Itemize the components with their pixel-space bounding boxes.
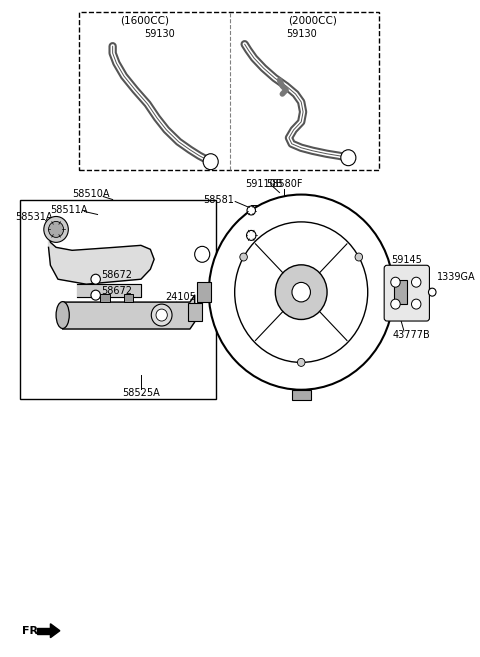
Circle shape: [156, 309, 168, 321]
Circle shape: [276, 265, 327, 319]
Text: 58672: 58672: [101, 286, 132, 296]
Text: 43777B: 43777B: [393, 330, 431, 340]
Circle shape: [44, 216, 68, 242]
Text: 59110B: 59110B: [245, 179, 282, 189]
Polygon shape: [63, 295, 195, 329]
Text: 59145: 59145: [391, 256, 422, 265]
Bar: [197, 283, 211, 302]
Text: 59130: 59130: [144, 30, 175, 39]
Text: 1339GA: 1339GA: [437, 272, 476, 283]
Text: 59130: 59130: [286, 30, 317, 39]
Circle shape: [391, 299, 400, 309]
Circle shape: [411, 299, 421, 309]
Text: 24105: 24105: [165, 292, 196, 302]
Circle shape: [209, 194, 394, 390]
Circle shape: [298, 359, 305, 367]
Text: 1710AB: 1710AB: [260, 221, 298, 231]
Text: A: A: [199, 250, 205, 259]
Text: 58525A: 58525A: [122, 388, 160, 397]
Circle shape: [391, 277, 400, 287]
Text: 58531A: 58531A: [16, 212, 53, 223]
Circle shape: [247, 231, 256, 240]
Circle shape: [195, 246, 210, 262]
Text: 1362ND: 1362ND: [256, 210, 296, 219]
Bar: [124, 294, 133, 302]
Circle shape: [411, 277, 421, 287]
Circle shape: [151, 304, 172, 326]
Text: 58580F: 58580F: [266, 179, 302, 189]
Circle shape: [341, 150, 356, 166]
Text: A: A: [208, 157, 214, 166]
Bar: [100, 294, 110, 302]
Circle shape: [91, 290, 100, 300]
Circle shape: [91, 274, 100, 284]
Text: 58510A: 58510A: [72, 189, 110, 198]
FancyBboxPatch shape: [384, 265, 430, 321]
Polygon shape: [48, 233, 154, 284]
Polygon shape: [50, 623, 60, 638]
Circle shape: [292, 283, 311, 302]
Circle shape: [48, 221, 64, 237]
Bar: [188, 303, 202, 321]
Bar: [37, 627, 50, 634]
Bar: [292, 390, 311, 399]
Bar: [386, 267, 428, 319]
Circle shape: [355, 253, 362, 261]
Ellipse shape: [56, 302, 69, 328]
Text: (1600CC): (1600CC): [120, 15, 169, 26]
Bar: [20, 200, 216, 399]
Bar: [79, 12, 379, 170]
Circle shape: [203, 154, 218, 170]
Bar: [394, 280, 407, 304]
Circle shape: [429, 288, 436, 296]
Text: 58581: 58581: [204, 194, 234, 204]
Text: A: A: [346, 153, 351, 162]
Circle shape: [240, 253, 247, 261]
Text: (2000CC): (2000CC): [288, 15, 337, 26]
Text: 58511A: 58511A: [50, 204, 88, 214]
Circle shape: [235, 222, 368, 363]
Polygon shape: [77, 284, 141, 297]
Text: FR.: FR.: [22, 625, 43, 636]
Circle shape: [247, 206, 255, 215]
Text: 58672: 58672: [101, 270, 132, 281]
